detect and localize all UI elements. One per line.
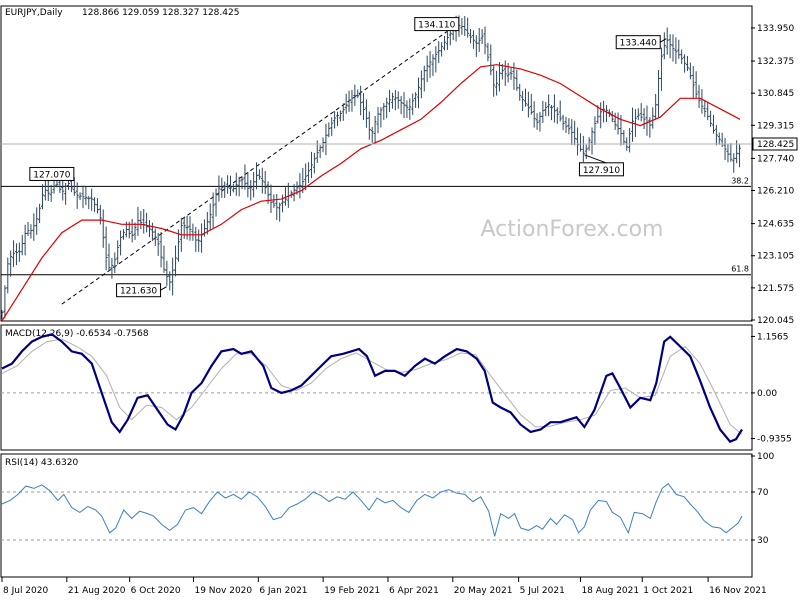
- macd-tick-label: -0.9355: [757, 435, 792, 445]
- macd-plot: 1.1565 0.00 -0.9355: [1, 332, 792, 445]
- rsi-line: [1, 482, 743, 537]
- current-price-label: 128.425: [757, 140, 794, 150]
- trendline: [61, 24, 458, 305]
- annotation-box: [414, 17, 460, 32]
- fib-label: 38.2: [731, 176, 749, 185]
- date-axis: 8 Jul 2020 21 Aug 2020 6 Oct 2020 19 Nov 20…: [1, 577, 767, 596]
- date-tick-label: 6 Oct 2020: [131, 586, 181, 596]
- watermark: ActionForex.com: [481, 217, 664, 242]
- price-annotations: 134.110 133.440 127.070 127.910 121.630: [29, 17, 667, 298]
- price-tick-label: 120.045: [757, 316, 794, 326]
- price-axis: 133.950 132.375 130.845 129.315 127.740 126.2…: [751, 24, 794, 326]
- date-tick-label: 6 Apr 2021: [389, 586, 439, 596]
- annotation-label: 127.070: [33, 170, 70, 180]
- price-panel: [0, 5, 753, 322]
- price-tick-label: 126.210: [757, 187, 794, 197]
- current-price-box: [752, 137, 798, 151]
- price-tick-label: 130.845: [757, 89, 794, 99]
- date-tick-label: 20 May 2021: [454, 586, 513, 596]
- macd-tick-label: 1.1565: [757, 332, 789, 342]
- annotation-box: [116, 283, 162, 298]
- moving-average: [1, 64, 741, 322]
- rsi-plot: 100 70 30: [1, 452, 774, 546]
- date-tick-label: 21 Aug 2020: [68, 586, 126, 596]
- date-tick-label: 19 Feb 2021: [324, 586, 380, 596]
- trendline-path: [61, 24, 458, 305]
- rsi-panel: [0, 453, 753, 578]
- macd-line: [1, 333, 743, 444]
- macd-label: MACD(12,26,9) -0.6534 -0.7568: [5, 329, 149, 339]
- current-price: 128.425: [1, 137, 798, 151]
- date-tick-label: 5 Jul 2021: [520, 586, 565, 596]
- annotation-leader: [160, 286, 167, 291]
- date-tick-label: 19 Nov 2020: [194, 586, 252, 596]
- moving-average-line: [1, 64, 741, 322]
- rsi-tick-label: 30: [757, 536, 769, 546]
- fib-label: 61.8: [731, 265, 749, 274]
- ohlc-label: 128.866 129.059 128.327 128.425: [82, 8, 239, 18]
- price-tick-label: 127.740: [757, 154, 794, 164]
- macd-panel: [0, 324, 753, 451]
- symbol-label: EURJPY,Daily: [5, 8, 63, 18]
- price-tick-label: 132.375: [757, 57, 794, 67]
- date-tick-label: 18 Aug 2021: [581, 586, 639, 596]
- fib-lines: 38.2 61.8: [1, 176, 751, 276]
- date-tick-label: 16 Nov 2021: [709, 586, 767, 596]
- macd-tick-label: 0.00: [757, 389, 777, 399]
- annotation-box: [615, 35, 661, 50]
- annotation-label: 133.440: [620, 39, 657, 49]
- annotation-label: 127.910: [583, 166, 620, 176]
- annotation-label: 121.630: [120, 287, 157, 297]
- price-tick-label: 123.105: [757, 252, 794, 262]
- price-tick-label: 129.315: [757, 121, 794, 131]
- rsi-tick-label: 70: [757, 488, 769, 498]
- price-tick-label: 133.950: [757, 24, 794, 34]
- annotation-box: [29, 166, 75, 181]
- rsi-tick-label: 100: [757, 452, 774, 462]
- date-tick-label: 1 Oct 2021: [643, 586, 693, 596]
- rsi-label: RSI(14) 43.6320: [5, 458, 78, 468]
- date-tick-label: 8 Jul 2020: [3, 586, 48, 596]
- date-tick-label: 6 Jan 2021: [259, 586, 307, 596]
- annotation-leader: [659, 38, 667, 43]
- price-tick-label: 124.635: [757, 220, 794, 230]
- annotation-box: [578, 162, 624, 177]
- annotation-label: 134.110: [418, 21, 455, 31]
- price-tick-label: 121.575: [757, 284, 794, 294]
